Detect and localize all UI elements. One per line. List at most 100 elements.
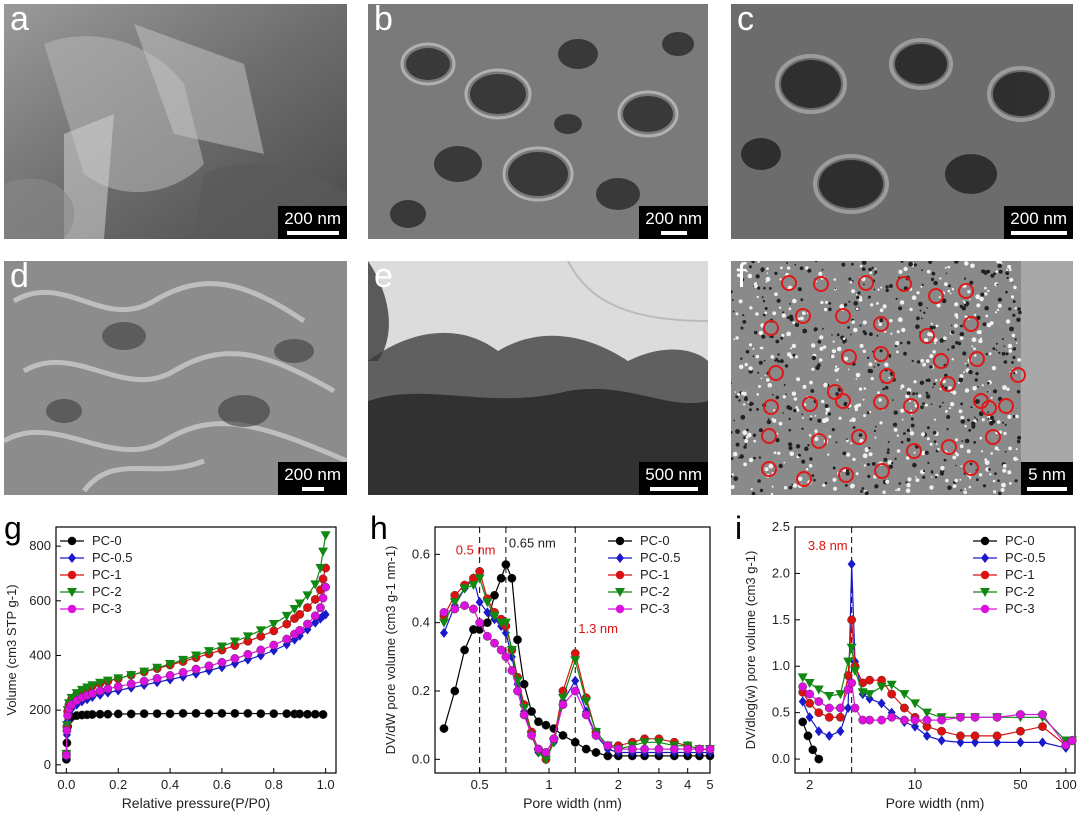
y-tick-label: 2.0 xyxy=(772,565,790,580)
lattice-speckle xyxy=(818,358,823,362)
lattice-speckle xyxy=(981,418,985,422)
lattice-speckle xyxy=(951,345,955,349)
lattice-speckle xyxy=(736,268,740,272)
pore-circle-marker xyxy=(958,283,974,299)
lattice-speckle xyxy=(1012,415,1016,418)
pore-circle-marker xyxy=(841,349,857,365)
lattice-speckle xyxy=(1006,276,1009,280)
lattice-speckle xyxy=(936,443,938,445)
lattice-speckle xyxy=(944,386,948,390)
lattice-speckle xyxy=(987,289,990,293)
lattice-speckle xyxy=(820,300,824,305)
micrograph-panel-a: a 200 nm xyxy=(4,4,347,239)
lattice-speckle xyxy=(854,404,859,409)
data-point xyxy=(911,721,920,732)
lattice-speckle xyxy=(735,312,739,316)
lattice-speckle xyxy=(832,466,836,470)
lattice-speckle xyxy=(952,484,957,488)
legend-marker xyxy=(615,604,625,614)
lattice-speckle xyxy=(836,346,842,352)
lattice-speckle xyxy=(834,368,839,373)
lattice-speckle xyxy=(979,436,983,440)
lattice-speckle xyxy=(876,302,879,305)
legend-marker xyxy=(615,536,625,546)
lattice-speckle xyxy=(843,303,848,307)
lattice-speckle xyxy=(831,349,836,354)
data-point xyxy=(805,698,815,708)
data-point xyxy=(899,715,909,725)
lattice-speckle xyxy=(909,431,915,436)
lattice-speckle xyxy=(830,354,835,359)
data-point xyxy=(230,654,240,663)
data-point xyxy=(591,748,601,757)
lattice-speckle xyxy=(995,261,1000,263)
lattice-speckle xyxy=(781,313,786,318)
data-point xyxy=(813,685,824,695)
lattice-speckle xyxy=(899,300,905,305)
lattice-speckle xyxy=(731,484,735,490)
pore-circle-marker xyxy=(879,368,895,384)
y-tick-label: 200 xyxy=(29,702,51,717)
lattice-speckle xyxy=(955,438,958,442)
lattice-speckle xyxy=(832,340,835,343)
lattice-speckle xyxy=(987,417,990,420)
data-point xyxy=(910,715,920,725)
lattice-speckle xyxy=(814,437,819,441)
data-point xyxy=(87,681,98,691)
lattice-speckle xyxy=(808,434,812,437)
lattice-speckle xyxy=(781,333,785,337)
lattice-speckle xyxy=(970,406,973,409)
series-line xyxy=(802,721,820,760)
lattice-speckle xyxy=(731,290,733,294)
lattice-speckle xyxy=(966,364,969,367)
data-point xyxy=(558,731,568,740)
lattice-speckle xyxy=(967,290,971,294)
data-point xyxy=(178,655,189,665)
lattice-speckle xyxy=(969,477,972,480)
lattice-speckle xyxy=(925,391,929,395)
pore-circle-marker xyxy=(896,276,912,292)
lattice-speckle xyxy=(933,382,936,386)
lattice-speckle xyxy=(951,358,954,361)
lattice-speckle xyxy=(733,419,735,422)
data-point xyxy=(993,737,1002,748)
lattice-speckle xyxy=(945,272,948,275)
scale-bar-label-c: 200 nm xyxy=(1010,209,1067,228)
lattice-speckle xyxy=(918,394,922,398)
pore-circle-marker xyxy=(796,471,812,487)
lattice-speckle xyxy=(874,360,877,362)
lattice-speckle xyxy=(786,405,791,410)
lattice-speckle xyxy=(744,443,747,446)
lattice-speckle xyxy=(882,387,885,391)
lattice-speckle xyxy=(869,271,873,275)
lattice-speckle xyxy=(946,428,949,431)
lattice-speckle xyxy=(968,298,971,301)
lattice-speckle xyxy=(905,488,911,493)
lattice-speckle xyxy=(922,362,926,367)
lattice-speckle xyxy=(879,421,883,425)
lattice-speckle xyxy=(845,469,850,473)
lattice-speckle xyxy=(735,395,739,399)
lattice-speckle xyxy=(784,364,789,368)
lattice-speckle xyxy=(828,302,832,305)
lattice-speckle xyxy=(926,307,928,309)
lattice-speckle xyxy=(751,491,756,495)
lattice-speckle xyxy=(938,296,941,299)
data-point xyxy=(318,547,329,557)
lattice-speckle xyxy=(774,271,778,275)
lattice-speckle xyxy=(912,392,916,396)
lattice-speckle xyxy=(948,284,951,288)
lattice-speckle xyxy=(980,337,983,340)
legend-label: PC-3 xyxy=(640,601,670,616)
lattice-speckle xyxy=(742,314,745,317)
legend-marker xyxy=(981,553,989,563)
lattice-speckle xyxy=(998,351,1001,354)
lattice-speckle xyxy=(775,395,780,400)
lattice-speckle xyxy=(860,490,863,493)
lattice-speckle xyxy=(789,303,791,305)
lattice-speckle xyxy=(964,362,967,365)
lattice-speckle xyxy=(794,355,799,359)
data-point xyxy=(804,678,815,688)
lattice-speckle xyxy=(939,471,945,476)
lattice-speckle xyxy=(947,485,952,490)
